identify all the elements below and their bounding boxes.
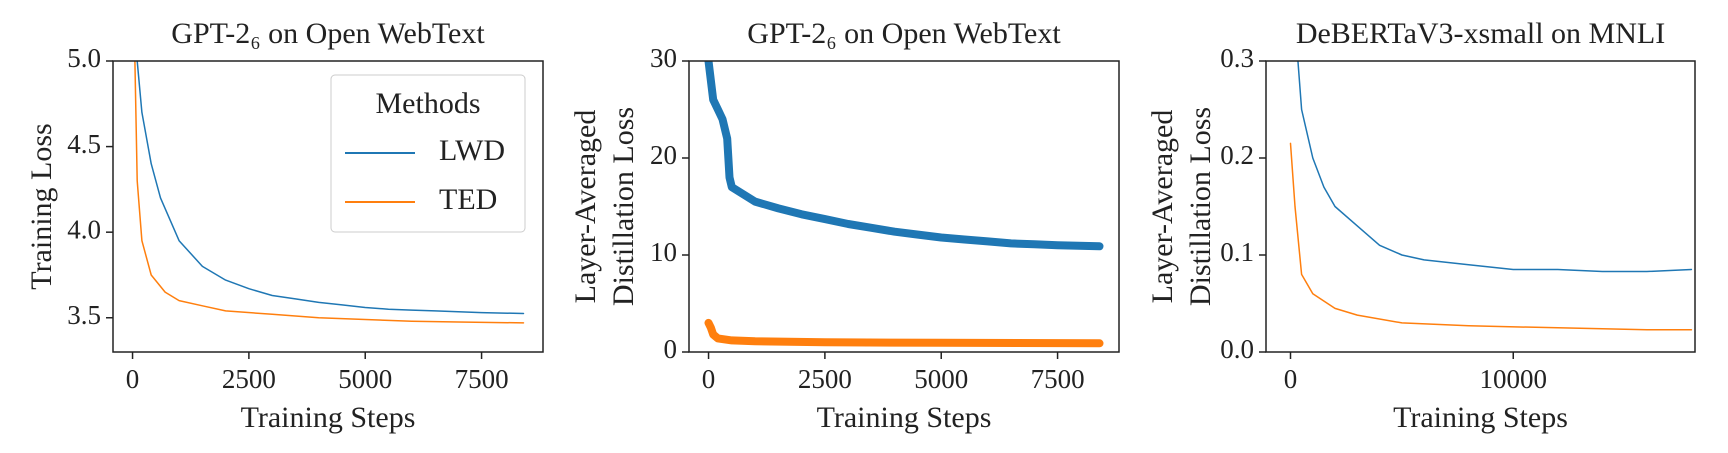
x-tick-label: 0: [702, 364, 716, 394]
y-axis-label: Layer-Averaged: [1146, 110, 1179, 304]
axes-frame: [112, 60, 544, 353]
x-tick-label: 7500: [1031, 364, 1085, 394]
x-tick-label: 5000: [914, 364, 968, 394]
x-axis-label: Training Steps: [241, 401, 416, 434]
y-tick-label: 4.0: [67, 214, 101, 244]
y-tick-label: 4.5: [67, 129, 101, 159]
x-tick-label: 2500: [222, 364, 276, 394]
x-tick-label: 10000: [1479, 364, 1547, 394]
x-axis-label: Training Steps: [1393, 401, 1568, 434]
series-line: [1289, 142, 1693, 331]
y-tick-label: 30: [650, 43, 677, 73]
y-axis-label: Distillation Loss: [1184, 107, 1217, 306]
legend-box: [330, 74, 526, 233]
chart-title: GPT-2₆ on Open WebText: [171, 17, 485, 50]
y-axis-label: Distillation Loss: [607, 107, 640, 306]
series-line: [1297, 61, 1693, 273]
y-tick-label: 20: [650, 140, 677, 170]
series-line: [136, 61, 525, 315]
series-line: [704, 318, 1104, 348]
x-tick-label: 5000: [338, 364, 392, 394]
y-tick-label: 10: [650, 237, 677, 267]
y-axis-label: Training Loss: [25, 123, 58, 289]
y-tick-label: 0.0: [1220, 334, 1254, 364]
series-line: [704, 61, 1104, 251]
y-tick-label: 3.5: [67, 300, 101, 330]
y-tick-label: 0.2: [1220, 140, 1254, 170]
x-tick-label: 0: [126, 364, 140, 394]
legend-label: LWD: [439, 134, 505, 167]
chart-title: DeBERTaV3-xsmall on MNLI: [1296, 17, 1665, 50]
axes-frame: [1265, 60, 1696, 353]
x-axis-label: Training Steps: [817, 401, 992, 434]
x-tick-label: 7500: [455, 364, 509, 394]
y-tick-label: 0.3: [1220, 43, 1254, 73]
y-tick-label: 5.0: [67, 43, 101, 73]
y-tick-label: 0: [664, 334, 678, 364]
x-tick-label: 0: [1284, 364, 1298, 394]
chart-title: GPT-2₆ on Open WebText: [747, 17, 1061, 50]
legend-label: TED: [439, 183, 497, 216]
y-axis-label: Layer-Averaged: [569, 110, 602, 304]
x-tick-label: 2500: [798, 364, 852, 394]
axes-frame: [688, 60, 1120, 353]
y-tick-label: 0.1: [1220, 237, 1254, 267]
series-line: [134, 61, 525, 324]
legend-title: Methods: [376, 87, 481, 120]
